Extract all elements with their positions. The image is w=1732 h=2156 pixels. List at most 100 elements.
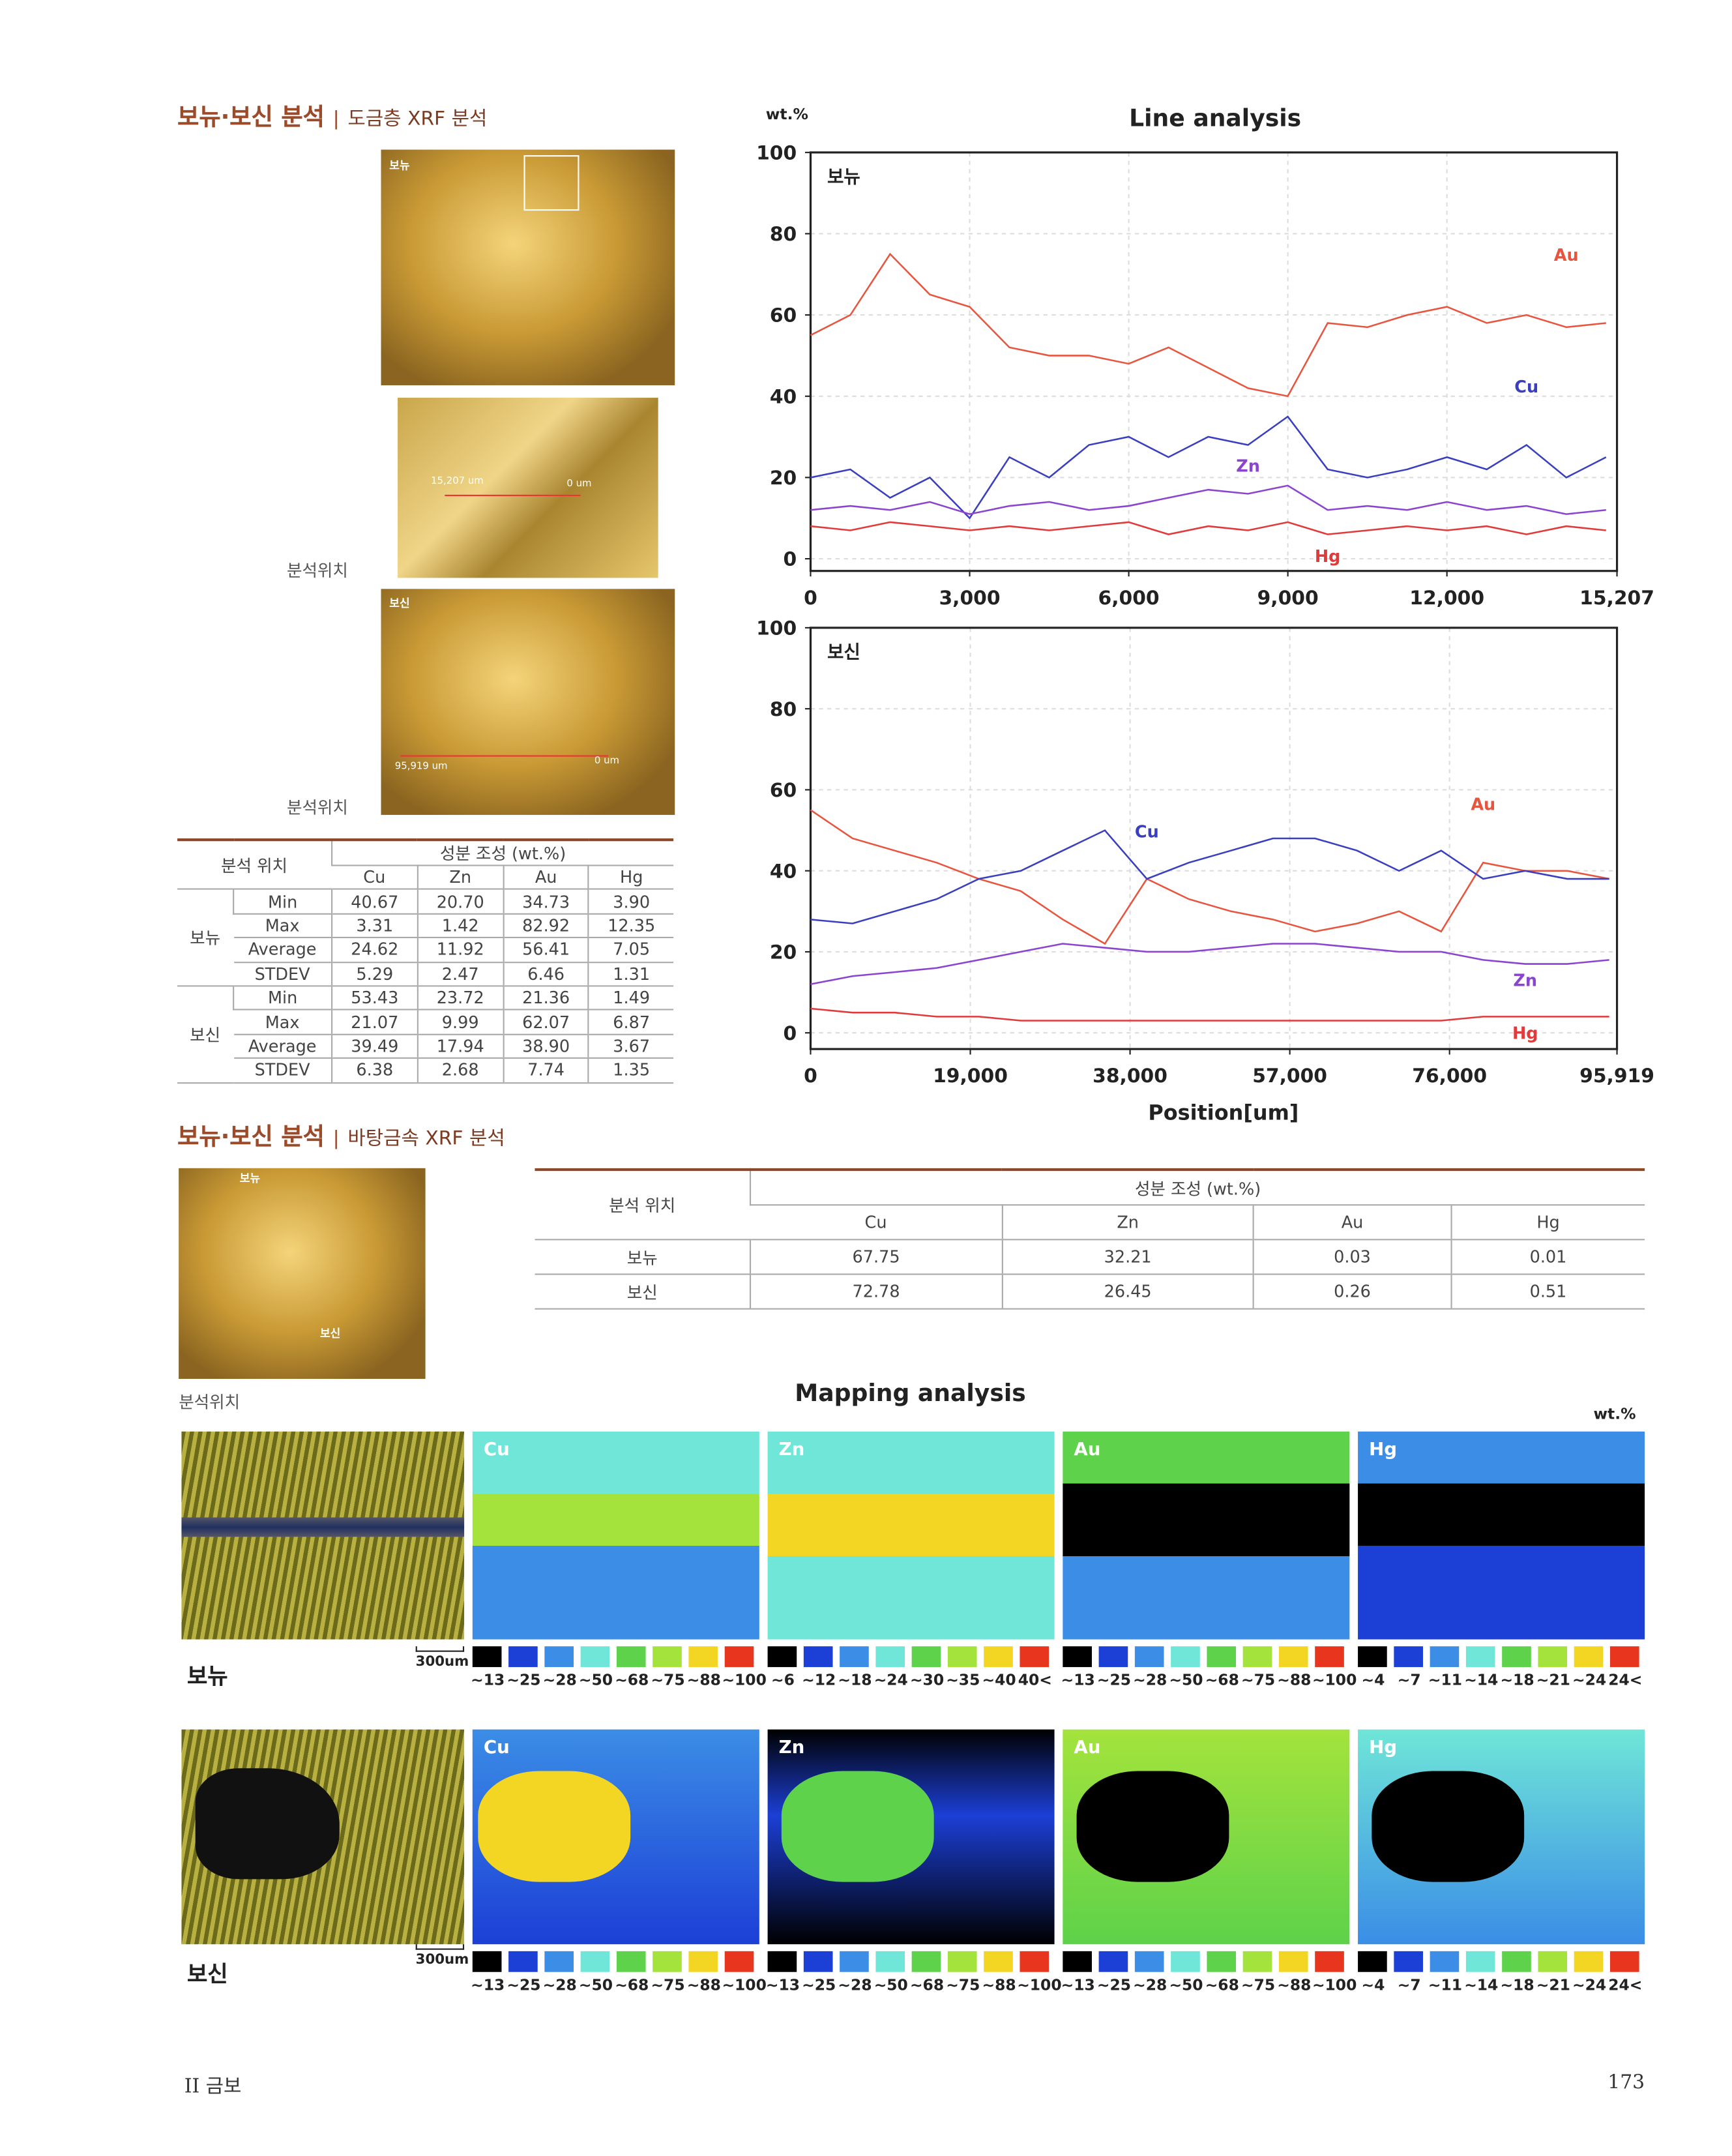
table-wrap: 분석 위치 성분 조성 (wt.%) Cu Zn Au Hg 보뉴 67.75 32.21 0.0… bbox=[535, 1168, 1645, 1310]
legend-swatch bbox=[1574, 1646, 1604, 1668]
legend-swatch bbox=[1063, 1646, 1092, 1668]
column-header: Cu bbox=[750, 1205, 1003, 1241]
legend-label: ~88 bbox=[1277, 1976, 1312, 1994]
legend-label: ~35 bbox=[946, 1671, 980, 1690]
value-cell: 3.31 bbox=[331, 913, 418, 939]
legend-swatch bbox=[1574, 1951, 1604, 1972]
legend-swatch bbox=[1098, 1646, 1128, 1668]
legend-label: ~25 bbox=[802, 1976, 836, 1994]
header-row: 분석 위치 성분 조성 (wt.%) bbox=[535, 1170, 1645, 1241]
series-label: Zn bbox=[1236, 456, 1260, 476]
column-header: Au bbox=[1253, 1205, 1451, 1241]
scale-bar bbox=[415, 1944, 465, 1950]
value-cell: 72.78 bbox=[749, 1274, 1003, 1310]
panel-label: 보뉴 bbox=[827, 166, 860, 188]
legend-swatch bbox=[1171, 1646, 1200, 1668]
legend-swatch bbox=[1278, 1646, 1308, 1668]
value-cell: 6.46 bbox=[502, 962, 589, 987]
legend-swatch bbox=[580, 1951, 610, 1972]
map-panel: Au bbox=[1063, 1431, 1350, 1640]
legend-swatch bbox=[1394, 1646, 1423, 1668]
value-cell: 1.49 bbox=[588, 986, 674, 1011]
mapping-title: Mapping analysis bbox=[795, 1380, 1026, 1408]
legend-swatch bbox=[472, 1951, 502, 1972]
legend-label: 40< bbox=[1018, 1671, 1052, 1690]
series-label: Zn bbox=[1513, 971, 1537, 991]
legend-swatch bbox=[580, 1646, 610, 1668]
x-tick-label: 0 bbox=[804, 587, 817, 610]
legend-label: ~50 bbox=[1169, 1976, 1203, 1994]
value-cell: 11.92 bbox=[417, 938, 503, 963]
value-cell: 9.99 bbox=[417, 1010, 503, 1035]
position-box bbox=[523, 155, 580, 211]
table-row: Max 21.07 9.99 62.07 6.87 bbox=[177, 1010, 674, 1035]
table-row: STDEV 6.38 2.68 7.74 1.35 bbox=[177, 1058, 674, 1084]
legend-swatch bbox=[1465, 1646, 1495, 1668]
series-line bbox=[810, 521, 1606, 535]
photo: 보신 95,919 um 0 um bbox=[381, 589, 675, 815]
legend-label: ~75 bbox=[651, 1976, 685, 1994]
legend-label: ~100 bbox=[1312, 1671, 1357, 1690]
legend-swatch bbox=[544, 1951, 574, 1972]
value-cell: 56.41 bbox=[502, 938, 589, 963]
section-title: 보뉴·보신 분석 | 도금층 XRF 분석 bbox=[177, 104, 488, 132]
legend-swatch bbox=[947, 1646, 977, 1668]
legend-swatch bbox=[947, 1951, 977, 1972]
element-label: Hg bbox=[1369, 1440, 1398, 1461]
interface-band bbox=[181, 1517, 465, 1537]
row-label: 보신 bbox=[535, 1274, 751, 1310]
legend-swatch bbox=[1134, 1646, 1164, 1668]
legend-swatch bbox=[1609, 1951, 1639, 1972]
series-line bbox=[810, 484, 1606, 515]
x-tick-label: 19,000 bbox=[933, 1065, 1008, 1087]
legend-label: ~25 bbox=[506, 1976, 541, 1994]
legend-swatch bbox=[875, 1951, 905, 1972]
legend-label: ~24 bbox=[1572, 1976, 1607, 1994]
column-header: Hg bbox=[588, 865, 674, 891]
legend-swatch bbox=[508, 1646, 538, 1668]
chart-title: Line analysis bbox=[1129, 104, 1301, 132]
x-axis-label: Position[um] bbox=[1148, 1100, 1299, 1125]
legend-label: ~24 bbox=[1572, 1671, 1607, 1690]
legend-label: ~75 bbox=[651, 1671, 685, 1690]
legend-swatch bbox=[1430, 1646, 1460, 1668]
map-panel: Cu bbox=[472, 1729, 759, 1945]
legend-label: ~88 bbox=[686, 1976, 721, 1994]
legend-swatch bbox=[1465, 1951, 1495, 1972]
table-row: Max 3.31 1.42 82.92 12.35 bbox=[177, 913, 674, 939]
table-row: 보뉴 Min 40.67 20.70 34.73 3.90 bbox=[177, 889, 674, 987]
legend-swatch bbox=[724, 1646, 754, 1668]
table-wrap: 분석 위치 성분 조성 (wt.%) Cu Zn Au Hg 보뉴 Min 40.67 20.70… bbox=[177, 838, 674, 1084]
legend-label: ~14 bbox=[1464, 1671, 1499, 1690]
legend-swatch bbox=[840, 1646, 869, 1668]
legend-label: ~12 bbox=[802, 1671, 836, 1690]
legend-label: ~50 bbox=[578, 1671, 613, 1690]
legend-swatch bbox=[1242, 1646, 1272, 1668]
legend-label: ~28 bbox=[1133, 1976, 1167, 1994]
table-row: 보신 Min 53.43 23.72 21.36 1.49 bbox=[177, 986, 674, 1084]
group-cell: 보뉴 bbox=[177, 889, 234, 987]
element-label: Au bbox=[1074, 1737, 1101, 1759]
header-cell: 성분 조성 (wt.%) bbox=[749, 1170, 1645, 1206]
legend-label: ~25 bbox=[1096, 1671, 1132, 1690]
header-row: 분석 위치 성분 조성 (wt.%) bbox=[177, 840, 674, 891]
value-cell: 0.03 bbox=[1253, 1239, 1451, 1275]
series-label: Cu bbox=[1135, 822, 1159, 842]
map-region bbox=[1372, 1771, 1525, 1882]
photo-annotation: 0 um bbox=[594, 755, 620, 767]
legend-label: ~7 bbox=[1397, 1976, 1421, 1994]
legend-swatch bbox=[1394, 1951, 1423, 1972]
x-tick-label: 12,000 bbox=[1409, 587, 1484, 610]
title: 보뉴·보신 분석 bbox=[177, 1123, 325, 1152]
series-label: Hg bbox=[1512, 1024, 1538, 1043]
stat-cell: Max bbox=[233, 913, 332, 939]
value-cell: 82.92 bbox=[502, 913, 589, 939]
value-cell: 67.75 bbox=[749, 1239, 1003, 1275]
legend-swatch bbox=[616, 1646, 646, 1668]
legend-label: ~11 bbox=[1428, 1671, 1463, 1690]
legend-swatch bbox=[1242, 1951, 1272, 1972]
value-cell: 23.72 bbox=[417, 986, 503, 1011]
legend-label: ~4 bbox=[1361, 1976, 1385, 1994]
y-tick-label: 80 bbox=[770, 698, 797, 721]
